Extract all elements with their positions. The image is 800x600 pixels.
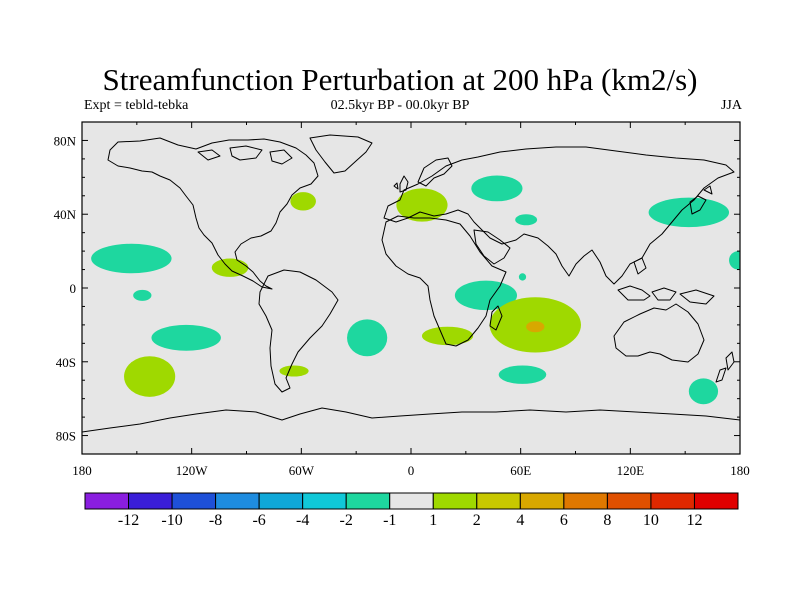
map-title: Streamfunction Perturbation at 200 hPa (… <box>102 62 698 97</box>
coastline-africa <box>381 215 507 347</box>
lon-label: 0 <box>408 463 415 478</box>
period-label: 02.5kyr BP - 00.0kyr BP <box>330 98 470 113</box>
lon-label: 60E <box>510 463 531 478</box>
colorbar-swatch <box>84 492 130 510</box>
coastline-uk <box>393 175 409 193</box>
colorbar-swatch <box>128 492 173 510</box>
anomaly-negative-3 <box>151 324 221 351</box>
experiment-label: Expt = tebld-tebka <box>84 98 189 113</box>
coastline-canadian-islands <box>197 145 293 165</box>
colorbar-label: 1 <box>429 512 437 529</box>
colorbar-swatch <box>171 492 217 510</box>
anomaly-positive-9 <box>396 188 448 222</box>
lon-label: 120E <box>617 463 645 478</box>
colorbar-swatch <box>519 492 565 510</box>
colorbar-label: 8 <box>603 512 611 529</box>
anomaly-positive-5 <box>211 258 249 277</box>
colorbar-label: 4 <box>516 512 524 529</box>
colorbar-label: 10 <box>643 512 659 529</box>
coastline-madagascar <box>489 305 503 331</box>
colorbar-label: -1 <box>383 512 396 529</box>
colorbar-label: -12 <box>118 512 139 529</box>
anomaly-negative-11 <box>515 214 538 226</box>
anomaly-negative-19 <box>729 251 740 270</box>
lat-label: 80S <box>56 429 76 444</box>
lat-label: 40S <box>56 355 76 370</box>
colorbar-swatch <box>215 492 260 510</box>
coastline-south-america <box>258 269 339 393</box>
coastlines <box>82 134 740 433</box>
colorbar-swatch <box>345 492 391 510</box>
colorbar-swatch <box>650 492 695 510</box>
colorbar-label: -10 <box>161 512 182 529</box>
lat-label: 0 <box>70 281 77 296</box>
coastline-antarctica <box>82 407 740 433</box>
lat-label: 80N <box>54 133 77 148</box>
coastline-greenland <box>309 134 373 174</box>
colorbar-swatch <box>258 492 304 510</box>
coastline-scandinavia <box>417 157 453 187</box>
lon-label: 60W <box>289 463 315 478</box>
colorbar-label: -2 <box>340 512 353 529</box>
colorbar-swatch <box>693 492 739 510</box>
coastline-japan <box>689 185 713 215</box>
anomaly-positive-6 <box>279 365 309 377</box>
anomaly-negative-10 <box>471 175 523 202</box>
colorbar: -12 -10 -8 -6 -4 -2 -1 1 2 4 6 8 10 12 <box>84 492 739 529</box>
colorbar-label: 6 <box>560 512 568 529</box>
lon-label: 180 <box>730 463 750 478</box>
anomaly-positive-13 <box>421 326 474 346</box>
lon-label: 120W <box>176 463 209 478</box>
anomaly-positive-15 <box>526 321 545 333</box>
colorbar-label: -8 <box>209 512 222 529</box>
colorbar-swatch <box>389 492 434 510</box>
coastline-southeast-asia-islands <box>617 257 715 305</box>
map-background <box>82 122 740 454</box>
lon-label: 180 <box>72 463 92 478</box>
latitude-labels: 80N 40N 0 40S 80S <box>54 133 77 443</box>
anomaly-negative-16 <box>518 273 527 281</box>
coastline-north-america <box>107 137 319 290</box>
anomaly-negative-17 <box>498 365 547 384</box>
coastline-australia <box>613 303 705 363</box>
coastline-arabia <box>473 229 511 265</box>
anomaly-negative-8 <box>347 319 388 357</box>
colorbar-swatch <box>476 492 521 510</box>
colorbar-label: 12 <box>686 512 702 529</box>
anomaly-negative-20 <box>688 378 719 405</box>
lat-label: 40N <box>54 207 77 222</box>
longitude-labels: 180 120W 60W 0 60E 120E 180 <box>72 463 750 478</box>
anomaly-positive-7 <box>290 192 316 211</box>
anomaly-layer <box>91 175 740 405</box>
colorbar-label: -4 <box>296 512 309 529</box>
anomaly-negative-1 <box>91 243 172 274</box>
axis-ticks <box>81 121 741 455</box>
colorbar-label: -6 <box>252 512 265 529</box>
season-label: JJA <box>720 98 742 113</box>
anomaly-positive-4 <box>124 356 176 397</box>
anomaly-negative-12 <box>454 280 518 311</box>
colorbar-swatch <box>432 492 478 510</box>
colorbar-swatch <box>606 492 652 510</box>
colorbar-label: 2 <box>473 512 481 529</box>
anomaly-negative-18 <box>648 197 730 228</box>
colorbar-swatch <box>302 492 347 510</box>
anomaly-negative-2 <box>133 289 152 301</box>
colorbar-swatch <box>563 492 608 510</box>
